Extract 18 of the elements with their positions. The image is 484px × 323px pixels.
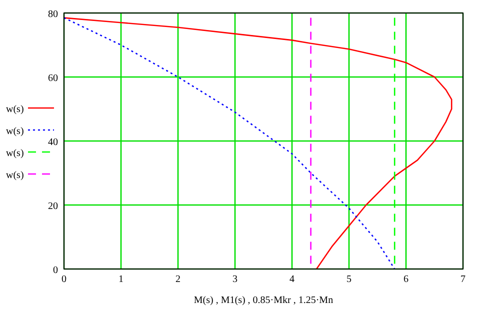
x-tick-label: 0 — [62, 274, 66, 285]
y-tick-label: 60 — [48, 73, 58, 84]
x-tick-label: 2 — [176, 274, 180, 285]
x-axis-title: M(s) , M1(s) , 0.85·Mkr , 1.25·Mn — [194, 295, 334, 306]
y-tick-label: 80 — [48, 9, 58, 20]
y-tick-label: 40 — [48, 137, 58, 148]
legend-label: w(s) — [6, 104, 24, 115]
y-tick-label: 0 — [53, 265, 58, 276]
y-tick-label: 20 — [48, 201, 58, 212]
legend-label: w(s) — [6, 126, 24, 137]
legend-label: w(s) — [6, 170, 24, 181]
legend-label: w(s) — [6, 148, 24, 159]
x-tick-label: 4 — [290, 274, 294, 285]
x-tick-label: 6 — [404, 274, 408, 285]
x-tick-label: 5 — [346, 274, 352, 285]
x-tick-label: 1 — [118, 274, 124, 285]
x-tick-label: 7 — [460, 274, 466, 285]
x-tick-label: 3 — [232, 274, 238, 285]
